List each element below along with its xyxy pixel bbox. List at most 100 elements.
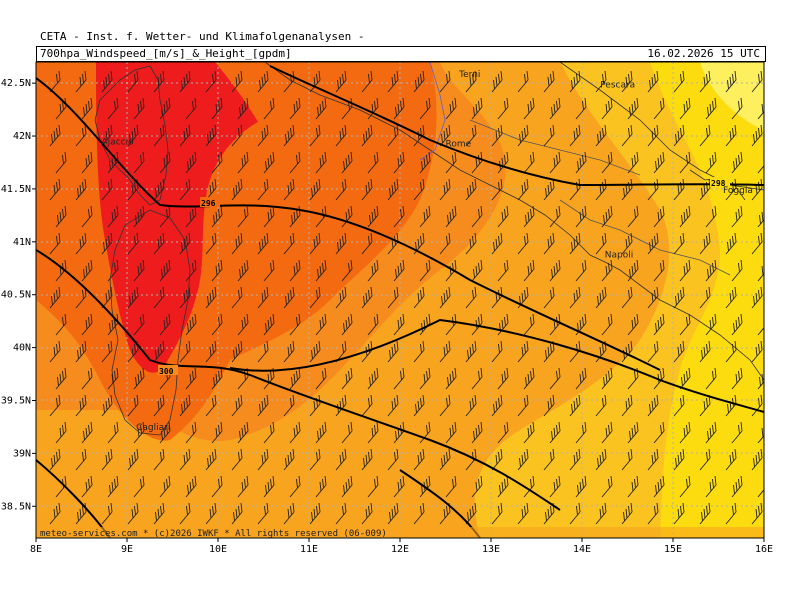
wind-barb (257, 178, 269, 201)
wind-barb (309, 286, 321, 309)
wind-barb (439, 232, 451, 255)
wind-barb (517, 394, 529, 417)
wind-barb (315, 97, 327, 120)
x-tick-label: 14E (573, 544, 591, 555)
wind-barb (705, 97, 717, 120)
wind-barb (75, 340, 87, 363)
wind-barb (601, 421, 613, 444)
wind-barb (361, 124, 373, 147)
y-tick-label: 39N (13, 448, 31, 459)
wind-barb (569, 286, 581, 309)
wind-barb (439, 178, 451, 201)
wind-barb (491, 232, 503, 255)
wind-barb (159, 205, 171, 228)
wind-barb (367, 259, 379, 282)
wind-barb (335, 178, 347, 201)
wind-barb (133, 367, 145, 390)
wind-barb (179, 70, 191, 93)
wind-barb (127, 394, 139, 417)
wind-barb (679, 421, 691, 444)
wind-barb (523, 205, 535, 228)
wind-barb (283, 178, 295, 201)
wind-barb (127, 70, 139, 93)
wind-barb (497, 367, 509, 390)
wind-barb (153, 394, 165, 417)
wind-barb (75, 70, 87, 93)
wind-barb (445, 205, 457, 228)
wind-barb (263, 313, 275, 336)
wind-barb (315, 421, 327, 444)
wind-barb (387, 340, 399, 363)
wind-barb (471, 475, 483, 498)
wind-barb (205, 394, 217, 417)
wind-barb (361, 394, 373, 417)
wind-barb (283, 448, 295, 471)
wind-barb (413, 502, 425, 525)
wind-barb (647, 70, 659, 93)
wind-barb (55, 205, 67, 228)
x-tick-label: 13E (482, 544, 500, 555)
wind-barb (621, 394, 633, 417)
wind-barb (471, 205, 483, 228)
wind-barb (75, 448, 87, 471)
wind-barb (257, 502, 269, 525)
wind-barb (127, 502, 139, 525)
wind-barb (471, 367, 483, 390)
wind-barb (523, 97, 535, 120)
wind-barb (237, 151, 249, 174)
wind-barb (283, 124, 295, 147)
wind-barb (367, 313, 379, 336)
wind-barb (653, 475, 665, 498)
wind-barb (751, 340, 763, 363)
wind-barb (491, 70, 503, 93)
wind-barb (601, 313, 613, 336)
wind-barb (445, 151, 457, 174)
x-tick-label: 16E (755, 544, 773, 555)
wind-barb (627, 259, 639, 282)
wind-barb (413, 70, 425, 93)
wind-barb (211, 205, 223, 228)
wind-barb (445, 421, 457, 444)
wind-barb (517, 502, 529, 525)
wind-barb (315, 313, 327, 336)
wind-barb (653, 259, 665, 282)
contour-label-298: 298 (711, 179, 726, 188)
wind-barb (543, 232, 555, 255)
map-title: CETA - Inst. f. Wetter- und Klimafolgena… (40, 30, 365, 43)
y-tick-label: 40N (13, 343, 31, 354)
wind-barb (257, 286, 269, 309)
wind-barb (575, 97, 587, 120)
wind-barb (621, 286, 633, 309)
wind-barb (341, 259, 353, 282)
wind-barb (575, 475, 587, 498)
y-tick-label: 39.5N (1, 395, 31, 406)
wind-barb (159, 151, 171, 174)
wind-barb (289, 259, 301, 282)
wind-barb (153, 178, 165, 201)
wind-barb (309, 124, 321, 147)
wind-barb (751, 502, 763, 525)
wind-barb (159, 475, 171, 498)
wind-barb (699, 178, 711, 201)
wind-barb (757, 327, 764, 336)
wind-barb (237, 421, 249, 444)
wind-barb (523, 313, 535, 336)
wind-barb (731, 475, 743, 498)
wind-barb (133, 205, 145, 228)
wind-barb (699, 70, 711, 93)
wind-barb (185, 421, 197, 444)
wind-barb (601, 259, 613, 282)
wind-barb (159, 97, 171, 120)
wind-barb (673, 448, 685, 471)
wind-barb (49, 394, 61, 417)
wind-barb (361, 178, 373, 201)
wind-barb (49, 178, 61, 201)
wind-barb (309, 502, 321, 525)
wind-barb (731, 421, 743, 444)
wind-barb (575, 205, 587, 228)
wind-barb (179, 286, 191, 309)
wind-barb (673, 124, 685, 147)
wind-barb (361, 286, 373, 309)
wind-barb (49, 124, 61, 147)
